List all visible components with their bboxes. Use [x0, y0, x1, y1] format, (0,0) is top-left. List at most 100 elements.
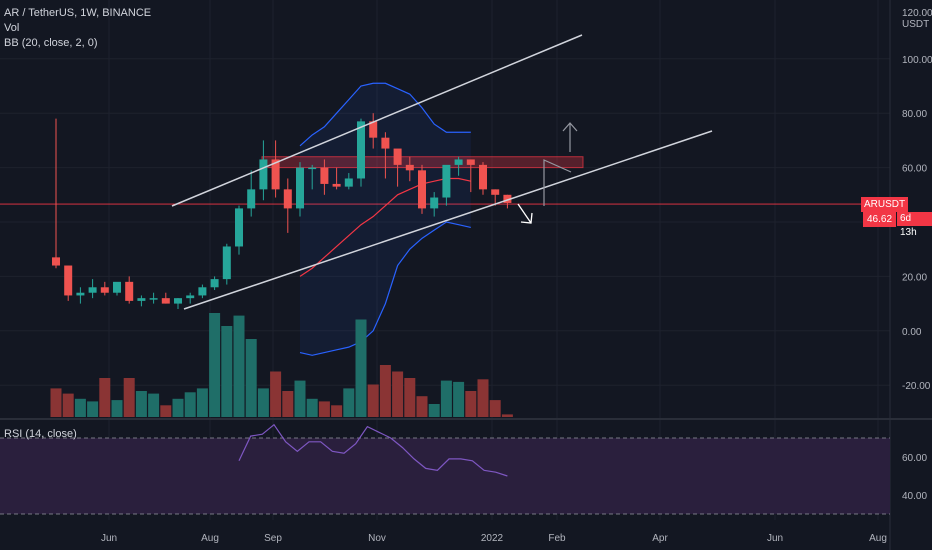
candle-body — [259, 159, 268, 190]
price-axis-label: -20.00 — [902, 381, 931, 392]
volume-bar — [367, 384, 379, 417]
rsi-line — [238, 423, 508, 477]
candle-body — [149, 298, 158, 300]
volume-bar — [343, 388, 355, 417]
volume-bar — [233, 315, 245, 417]
time-axis-label: Feb — [548, 533, 566, 544]
rsi-band — [0, 438, 890, 514]
bollinger-bands — [299, 82, 471, 356]
candle-body — [344, 178, 353, 187]
upper-channel-line — [171, 34, 583, 207]
candle-body — [76, 292, 85, 296]
volume-bar — [172, 398, 184, 417]
candle-body — [308, 167, 317, 170]
price-axis-label: 60.00 — [902, 164, 927, 175]
currency-label: 120.00 USDT — [902, 8, 932, 30]
volume-bar — [221, 326, 233, 417]
rsi-axis-label: 40.00 — [902, 491, 927, 502]
candle-body — [271, 159, 280, 190]
price-axis-top-tick: 120.00 — [902, 8, 932, 19]
price-axis-label: 80.00 — [902, 109, 927, 120]
price-axis-label: 0.00 — [902, 327, 922, 338]
volume-bar — [489, 400, 501, 417]
volume-bar — [416, 396, 428, 417]
candle-body — [393, 148, 402, 165]
candle-body — [174, 298, 182, 304]
candle-body — [454, 159, 463, 165]
volume-bar — [148, 393, 160, 417]
candle-body — [503, 194, 512, 203]
candle-body — [113, 281, 121, 293]
candle-body — [381, 137, 390, 149]
volume-bar — [453, 381, 465, 417]
time-axis-label: Apr — [652, 533, 668, 544]
candle-body — [100, 287, 109, 293]
candle-body — [235, 208, 243, 247]
candle-body — [369, 121, 378, 138]
down-arrow-shaft — [517, 203, 532, 224]
volume-bar — [74, 398, 86, 417]
candle-body — [247, 189, 256, 209]
volume-legend[interactable]: Vol — [4, 22, 20, 34]
volume-bar — [501, 414, 513, 417]
axes: 100.00 80.00 60.00 20.00 0.00 -20.00 60.00 40.0… — [101, 55, 932, 544]
bb-fill — [300, 83, 471, 356]
volume-bar — [160, 405, 172, 417]
time-axis-label: Jun — [101, 533, 117, 544]
time-axis-label: 2022 — [481, 533, 504, 544]
volume-bar — [50, 388, 62, 417]
volume-bar — [270, 371, 282, 417]
rsi-pane — [0, 423, 890, 515]
candle-body — [88, 287, 97, 293]
volume-bar — [257, 388, 269, 417]
candle-body — [52, 257, 60, 266]
price-axis-label: 20.00 — [902, 272, 927, 283]
chart-legend: AR / TetherUS, 1W, BINANCE Vol BB (20, c… — [4, 6, 151, 51]
trendlines[interactable] — [171, 34, 713, 310]
price-tag-value: 46.62 — [863, 212, 897, 227]
candle-body — [210, 279, 219, 288]
currency-unit: USDT — [902, 19, 930, 30]
candle-body — [357, 121, 365, 179]
symbol-title[interactable]: AR / TetherUS, 1W, BINANCE — [4, 7, 152, 19]
volume-bar — [282, 391, 294, 417]
volume-bars — [50, 313, 513, 417]
volume-bar — [465, 391, 477, 417]
candle-body — [332, 183, 341, 187]
volume-bar — [87, 401, 99, 417]
volume-bar — [306, 398, 318, 417]
volume-bar — [209, 313, 221, 417]
rsi-axis-label: 60.00 — [902, 453, 927, 464]
candle-body — [161, 298, 170, 304]
rsi-legend[interactable]: RSI (14, close) — [4, 428, 77, 440]
bb-lower-line — [299, 221, 471, 356]
candle-body — [64, 265, 73, 296]
volume-bar — [123, 378, 135, 417]
volume-bar — [428, 404, 440, 417]
time-axis-label: Jun — [767, 533, 783, 544]
candle-body — [222, 246, 231, 280]
candle-body — [479, 164, 487, 190]
candle-body — [283, 189, 292, 209]
time-axis-label: Aug — [201, 533, 219, 544]
volume-bar — [99, 378, 111, 417]
candle-body — [405, 164, 414, 171]
candle-body — [466, 159, 475, 165]
price-axis-label: 100.00 — [902, 55, 932, 66]
volume-bar — [196, 388, 208, 417]
bb-basis-line — [299, 177, 471, 277]
candle-body — [430, 197, 439, 209]
candle-body — [125, 281, 134, 301]
volume-bar — [392, 371, 404, 417]
candle-body — [137, 298, 146, 301]
bollinger-legend[interactable]: BB (20, close, 2, 0) — [4, 37, 98, 49]
volume-bar — [184, 392, 196, 417]
volume-bar — [135, 391, 147, 417]
time-axis-label: Aug — [869, 533, 887, 544]
candle-body — [442, 164, 451, 198]
candlesticks — [52, 113, 512, 310]
bb-upper-line — [299, 82, 471, 147]
lower-channel-line — [183, 130, 713, 310]
